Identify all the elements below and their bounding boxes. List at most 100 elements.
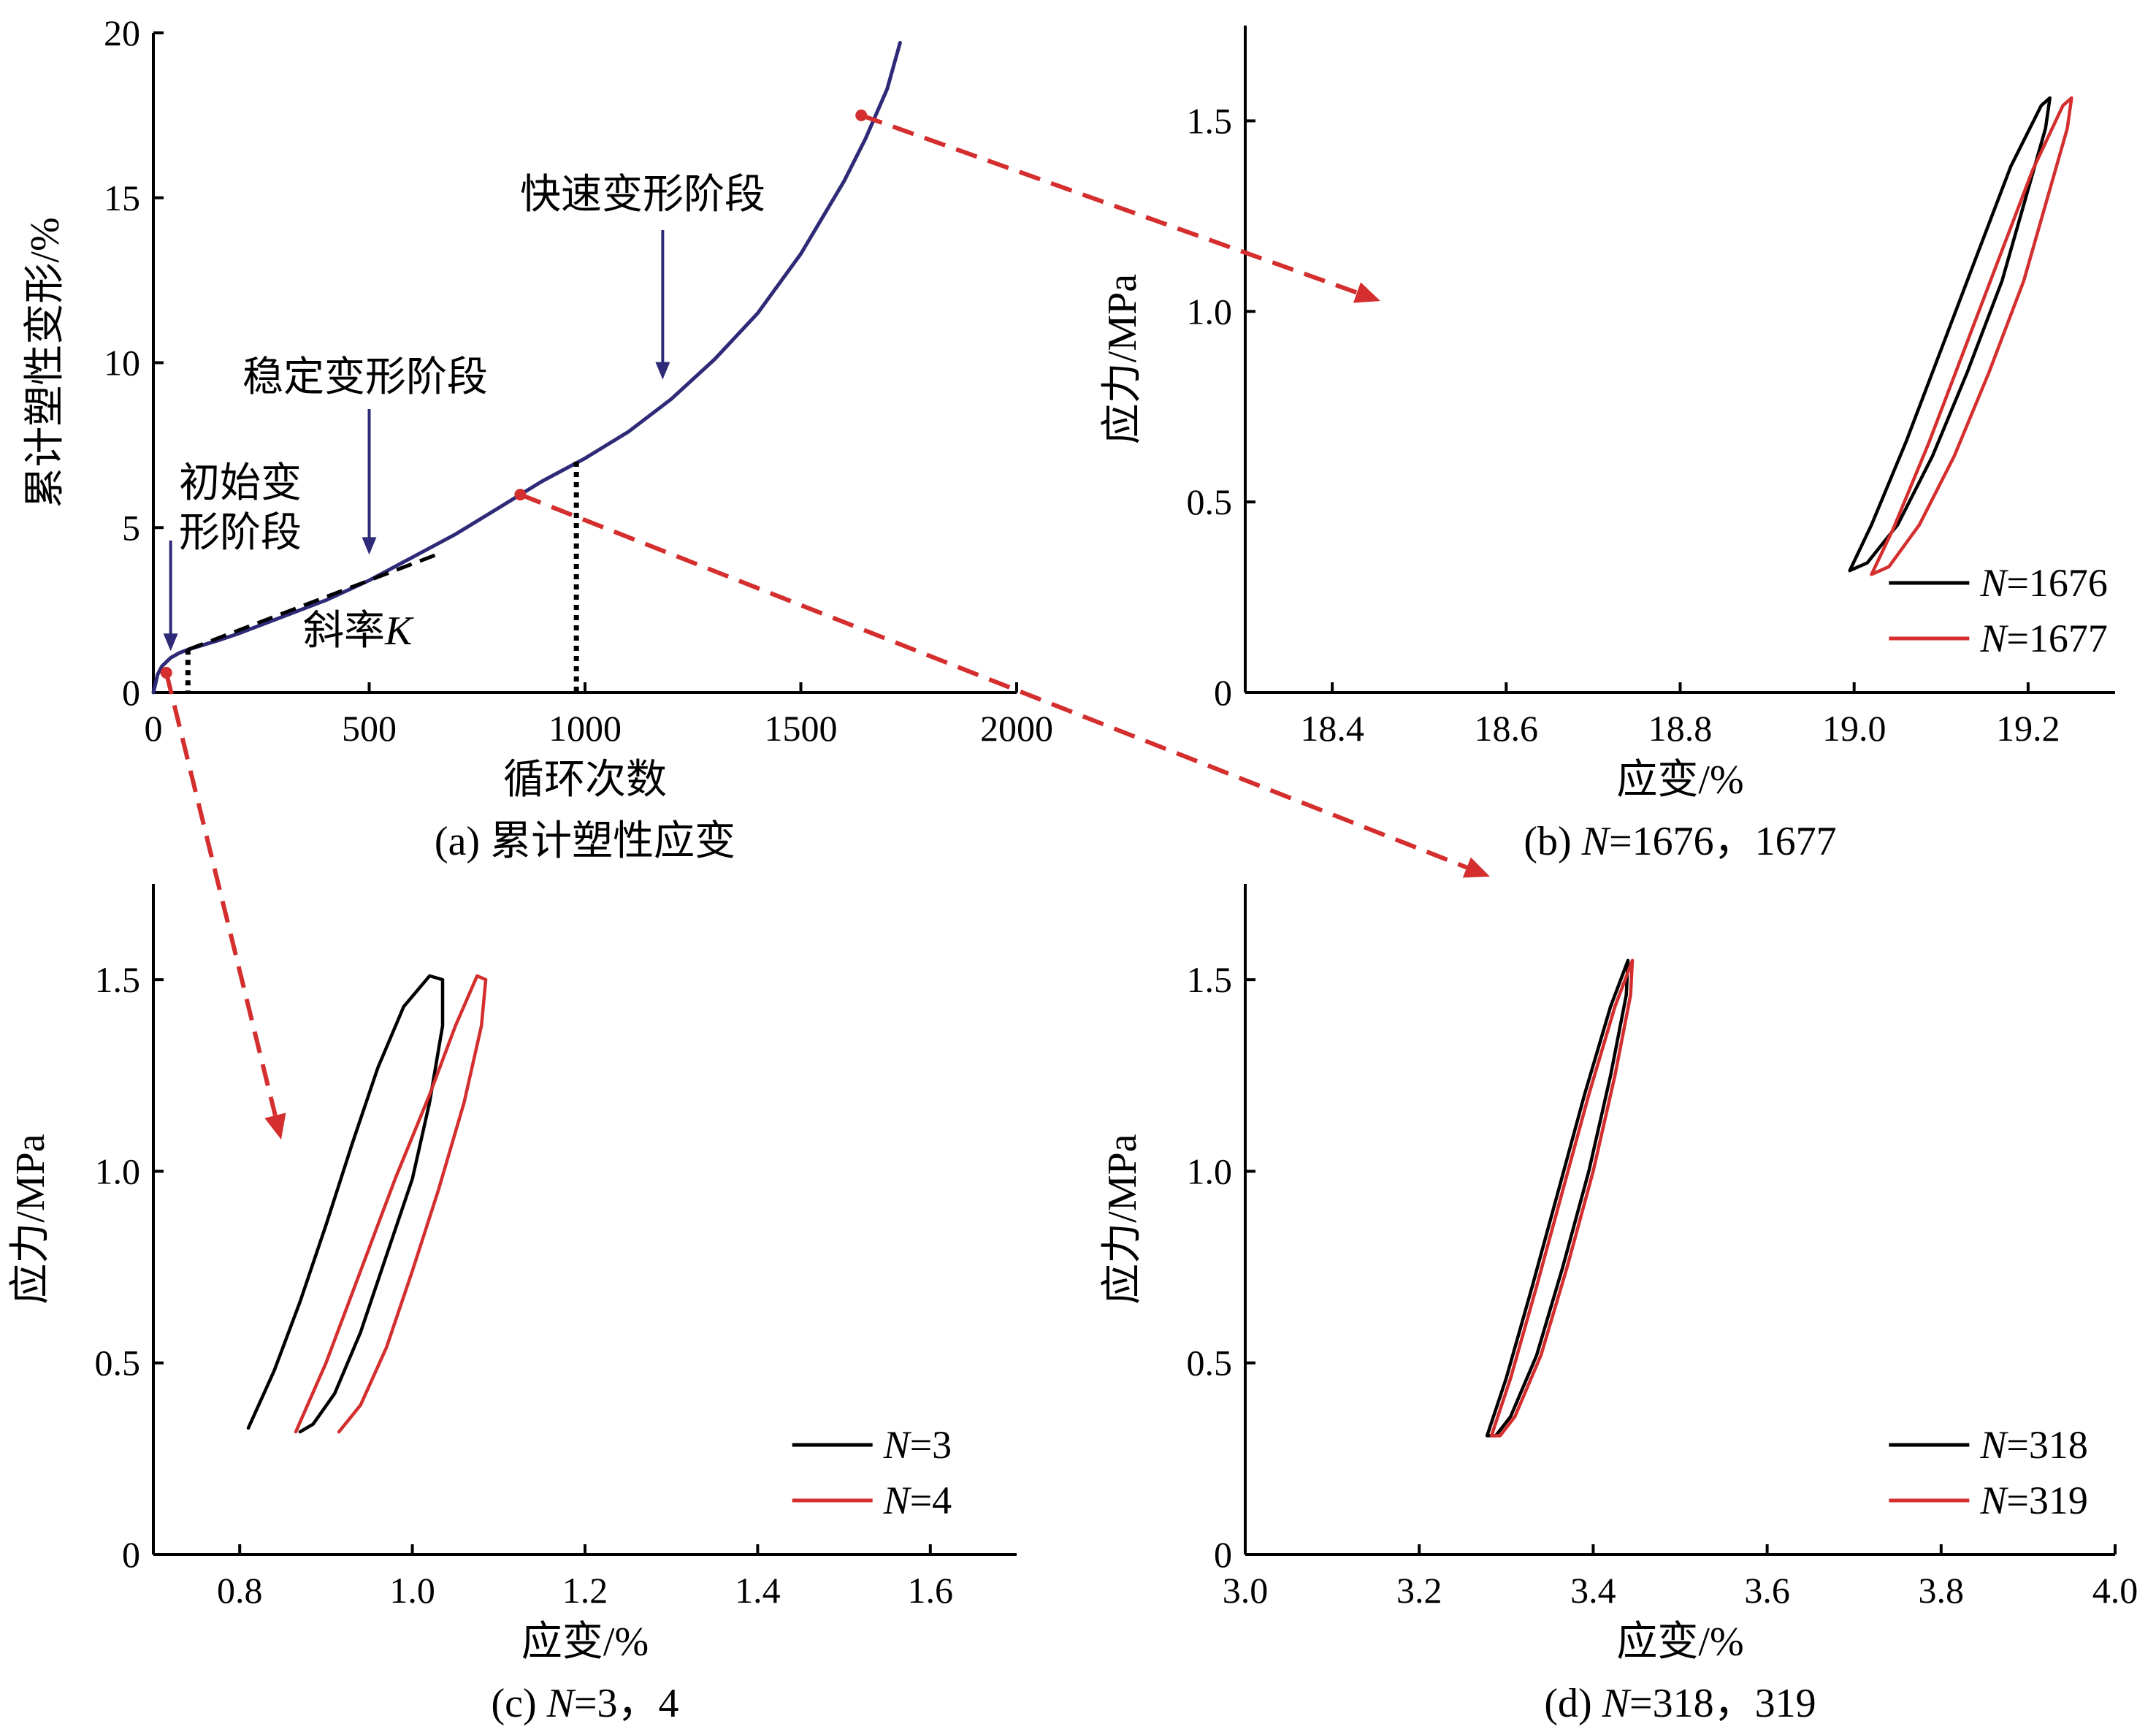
caption-part: (c)	[491, 1681, 546, 1726]
y-tick-label: 0	[122, 672, 140, 713]
x-tick-label: 1.6	[908, 1570, 954, 1611]
legend-label-part: =318	[2006, 1423, 2087, 1467]
annotation-initial-stage-line2: 形阶段	[179, 511, 302, 556]
legend-label-part: =3	[910, 1423, 952, 1467]
y-tick-label: 1.0	[1187, 291, 1233, 332]
slope-dashed-line	[187, 552, 439, 652]
x-tick-label: 500	[342, 708, 397, 749]
legend-label: N=1677	[1979, 617, 2108, 660]
caption-part: =3，4	[574, 1681, 679, 1726]
y-tick-label: 1.5	[1187, 959, 1233, 1000]
legend-label: N=3	[883, 1423, 952, 1467]
legend-label-part: =4	[910, 1479, 952, 1522]
legend-label-part: N	[1979, 1423, 2008, 1467]
y-tick-label: 10	[104, 343, 140, 384]
x-tick-label: 4.0	[2092, 1570, 2138, 1611]
y-tick-label: 0	[1214, 672, 1232, 713]
x-axis-label: 应变/%	[1616, 1620, 1743, 1665]
x-axis-label: 循环次数	[503, 758, 667, 803]
caption-part: N	[1602, 1681, 1632, 1726]
connector-arrow-to-c-shaft	[164, 672, 278, 1116]
caption-part: N	[1581, 819, 1611, 864]
legend-label-part: N	[1979, 1479, 2008, 1522]
panel-caption: (b) N=1676，1677	[1524, 819, 1836, 864]
series-line-b-1	[1870, 96, 2073, 576]
y-tick-label: 0.5	[1187, 481, 1233, 522]
panel-d: 3.0 3.2 3.4 3.6 3.8 4.0 0 0.5 1.0 1.5 应变/% 应力/MPa (d…	[1100, 884, 2138, 1726]
annotation-initial-stage: 初始变	[179, 461, 302, 506]
y-tick-label: 15	[104, 178, 140, 218]
annotation-rapid-stage: 快速变形阶段	[520, 172, 765, 218]
x-tick-label: 3.0	[1223, 1570, 1269, 1611]
y-tick-label: 5	[122, 507, 140, 548]
connector-arrow-to-b-shaft	[860, 113, 1358, 295]
y-axis-label: 累计塑性变形/%	[23, 217, 68, 508]
y-tick-label: 1.0	[1187, 1151, 1233, 1191]
series-line-b-0	[1848, 96, 2052, 573]
series-line-a-0	[151, 41, 902, 695]
legend-label-part: =1676	[2006, 561, 2107, 605]
caption-part: =1676，1677	[1609, 819, 1837, 864]
series-line-d-0	[1485, 958, 1630, 1438]
x-tick-label: 3.2	[1396, 1570, 1442, 1611]
x-axis-label: 应变/%	[521, 1620, 649, 1665]
annotation-part: K	[384, 609, 414, 654]
legend-label: N=318	[1979, 1423, 2088, 1467]
x-tick-label: 18.8	[1648, 708, 1713, 749]
legend-label: N=4	[883, 1479, 952, 1522]
legend-label-part: N	[883, 1423, 912, 1467]
panel-b: 18.4 18.6 18.8 19.0 19.2 0 0.5 1.0 1.5 应变/% 应力/MPa…	[1100, 26, 2115, 864]
panel-c: 0.8 1.0 1.2 1.4 1.6 0 0.5 1.0 1.5 应变/% 应力/MPa (c) N…	[8, 884, 1017, 1726]
y-tick-label: 0	[1214, 1534, 1232, 1575]
x-tick-label: 1.4	[735, 1570, 781, 1611]
caption-part: (d)	[1544, 1681, 1602, 1726]
y-axis-label: 应力/MPa	[8, 1134, 53, 1304]
x-tick-label: 18.4	[1300, 708, 1364, 749]
connector-arrow-to-d-shaft	[519, 492, 1468, 870]
panel-a: 0 500 1000 1500 2000 0 5 10 15 20 循环次数 累计塑性变形/% (a) …	[23, 12, 1053, 864]
caption-part: =318，319	[1629, 1681, 1816, 1726]
stage-arrow-head	[655, 362, 670, 380]
x-tick-label: 1.2	[562, 1570, 608, 1611]
y-tick-label: 1.5	[95, 959, 141, 1000]
annotation-part: 斜率	[303, 609, 385, 654]
x-tick-label: 1000	[548, 708, 622, 749]
series-line-d-1	[1489, 958, 1635, 1438]
x-axis-label: 应变/%	[1616, 758, 1743, 803]
legend-label: N=1676	[1979, 561, 2108, 605]
connector-arrow-to-b-head	[1353, 282, 1380, 303]
x-tick-label: 1.0	[389, 1570, 435, 1611]
annotation-stable-stage: 稳定变形阶段	[242, 355, 488, 400]
y-axis-label: 应力/MPa	[1100, 1134, 1145, 1304]
legend-label-part: =319	[2006, 1479, 2087, 1522]
y-tick-label: 20	[104, 12, 140, 53]
y-axis-label: 应力/MPa	[1100, 274, 1145, 444]
panel-caption: (c) N=3，4	[491, 1681, 678, 1726]
y-tick-label: 1.5	[1187, 100, 1233, 141]
stage-arrow-head	[163, 633, 178, 652]
x-tick-label: 3.6	[1744, 1570, 1790, 1611]
y-tick-label: 1.0	[95, 1151, 141, 1191]
x-tick-label: 1500	[765, 708, 838, 749]
caption-part: (b)	[1524, 819, 1581, 864]
x-tick-label: 0	[145, 708, 163, 749]
y-tick-label: 0.5	[1187, 1343, 1233, 1384]
series-line-c-1	[294, 974, 488, 1434]
legend-label-part: =1677	[2006, 617, 2107, 660]
y-tick-label: 0.5	[95, 1343, 141, 1384]
x-tick-label: 3.4	[1570, 1570, 1616, 1611]
legend-label: N=319	[1979, 1479, 2088, 1522]
connector-arrow-to-d-head	[1462, 857, 1490, 878]
panel-caption: (a) 累计塑性应变	[435, 819, 735, 864]
stage-arrow-head	[362, 537, 377, 555]
annotation-slope-k: 斜率K	[303, 609, 414, 654]
y-tick-label: 0	[122, 1534, 140, 1575]
x-tick-label: 3.8	[1919, 1570, 1965, 1611]
series-line-c-0	[246, 974, 445, 1434]
legend-label-part: N	[883, 1479, 912, 1522]
panel-caption: (d) N=318，319	[1544, 1681, 1816, 1726]
x-tick-label: 19.2	[1996, 708, 2060, 749]
legend-label-part: N	[1979, 617, 2008, 660]
x-tick-label: 18.6	[1475, 708, 1539, 749]
